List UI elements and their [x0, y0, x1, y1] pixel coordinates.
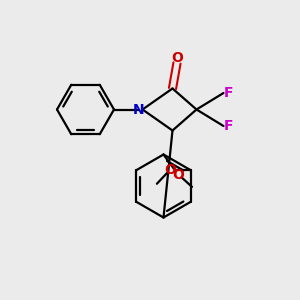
Text: N: N [133, 103, 144, 116]
Text: F: F [224, 86, 234, 100]
Text: F: F [224, 119, 234, 133]
Text: O: O [172, 168, 184, 182]
Text: O: O [171, 52, 183, 65]
Text: O: O [164, 163, 176, 177]
